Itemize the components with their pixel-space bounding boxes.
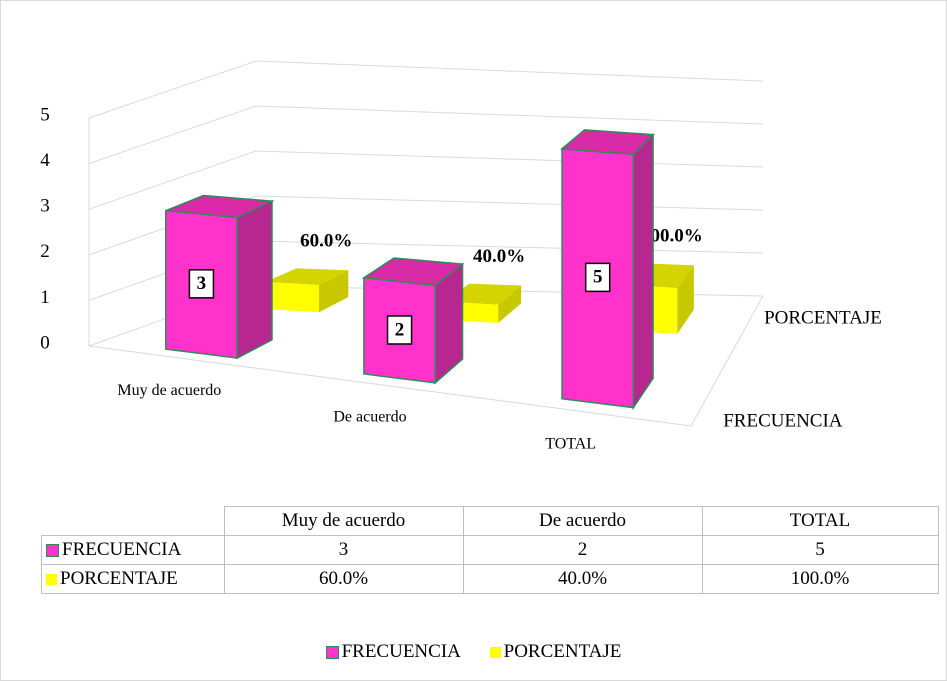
table-cell: 3 [223, 535, 464, 565]
bar-side [236, 199, 273, 360]
y-tick-label: 4 [40, 150, 50, 171]
blank-cell [41, 506, 225, 536]
y-tick-label: 1 [40, 287, 50, 308]
data-label: 100.0% [641, 226, 703, 247]
bar-side [498, 285, 522, 324]
row-header: FRECUENCIA [41, 535, 225, 565]
data-label: 3 [197, 273, 207, 294]
legend: FRECUENCIA PORCENTAJE [1, 641, 946, 663]
table-header: Muy de acuerdo [223, 506, 464, 536]
grid-line [88, 105, 764, 165]
bar-top [265, 268, 349, 286]
data-table: Muy de acuerdo De acuerdo TOTAL FRECUENC… [41, 506, 939, 594]
data-label-box [386, 315, 413, 345]
y-tick-label: 0 [40, 332, 50, 353]
bar-side [318, 270, 349, 313]
data-label: 2 [395, 319, 405, 340]
x-tick-label: Muy de acuerdo [117, 382, 221, 399]
legend-label: PORCENTAJE [503, 641, 622, 662]
y-tick-label: 5 [40, 104, 50, 125]
table-header: De acuerdo [462, 506, 703, 536]
row-header: PORCENTAJE [41, 564, 225, 594]
x-tick-label: TOTAL [545, 435, 596, 452]
axis-line [88, 295, 764, 427]
legend-key [46, 574, 57, 586]
data-label-box [188, 269, 215, 299]
legend-item: FRECUENCIA [325, 641, 461, 662]
legend-key [489, 647, 501, 659]
y-tick-label: 3 [40, 196, 50, 217]
y-tick-label: 2 [40, 241, 50, 262]
bar-side [632, 132, 654, 411]
table-header: TOTAL [701, 506, 939, 536]
bar-top [444, 283, 522, 305]
grid-line [88, 60, 764, 119]
series-axis-label: PORCENTAJE [764, 308, 882, 329]
table-cell: 2 [462, 535, 703, 565]
data-label: 5 [593, 267, 603, 288]
data-label: 60.0% [300, 231, 352, 252]
table-cell: 60.0% [223, 564, 464, 594]
legend-label: FRECUENCIA [341, 641, 461, 662]
table-cell: 100.0% [701, 564, 939, 594]
x-tick-label: De acuerdo [333, 409, 406, 426]
bar-side [677, 265, 694, 334]
legend-key [46, 544, 59, 558]
row-label: FRECUENCIA [62, 539, 182, 560]
table-cell: 5 [701, 535, 939, 565]
table-cell: 40.0% [462, 564, 703, 594]
chart: 0 1 2 3 4 5 Muy de acuerdo De acuerdo TOTAL FRECU… [40, 60, 882, 452]
row-label: PORCENTAJE [60, 568, 178, 589]
legend-key [325, 646, 339, 660]
data-label-box [584, 262, 611, 293]
data-label: 40.0% [473, 246, 525, 267]
legend-item: PORCENTAJE [489, 641, 622, 662]
bar [265, 281, 319, 313]
series-axis-label: FRECUENCIA [723, 410, 843, 431]
